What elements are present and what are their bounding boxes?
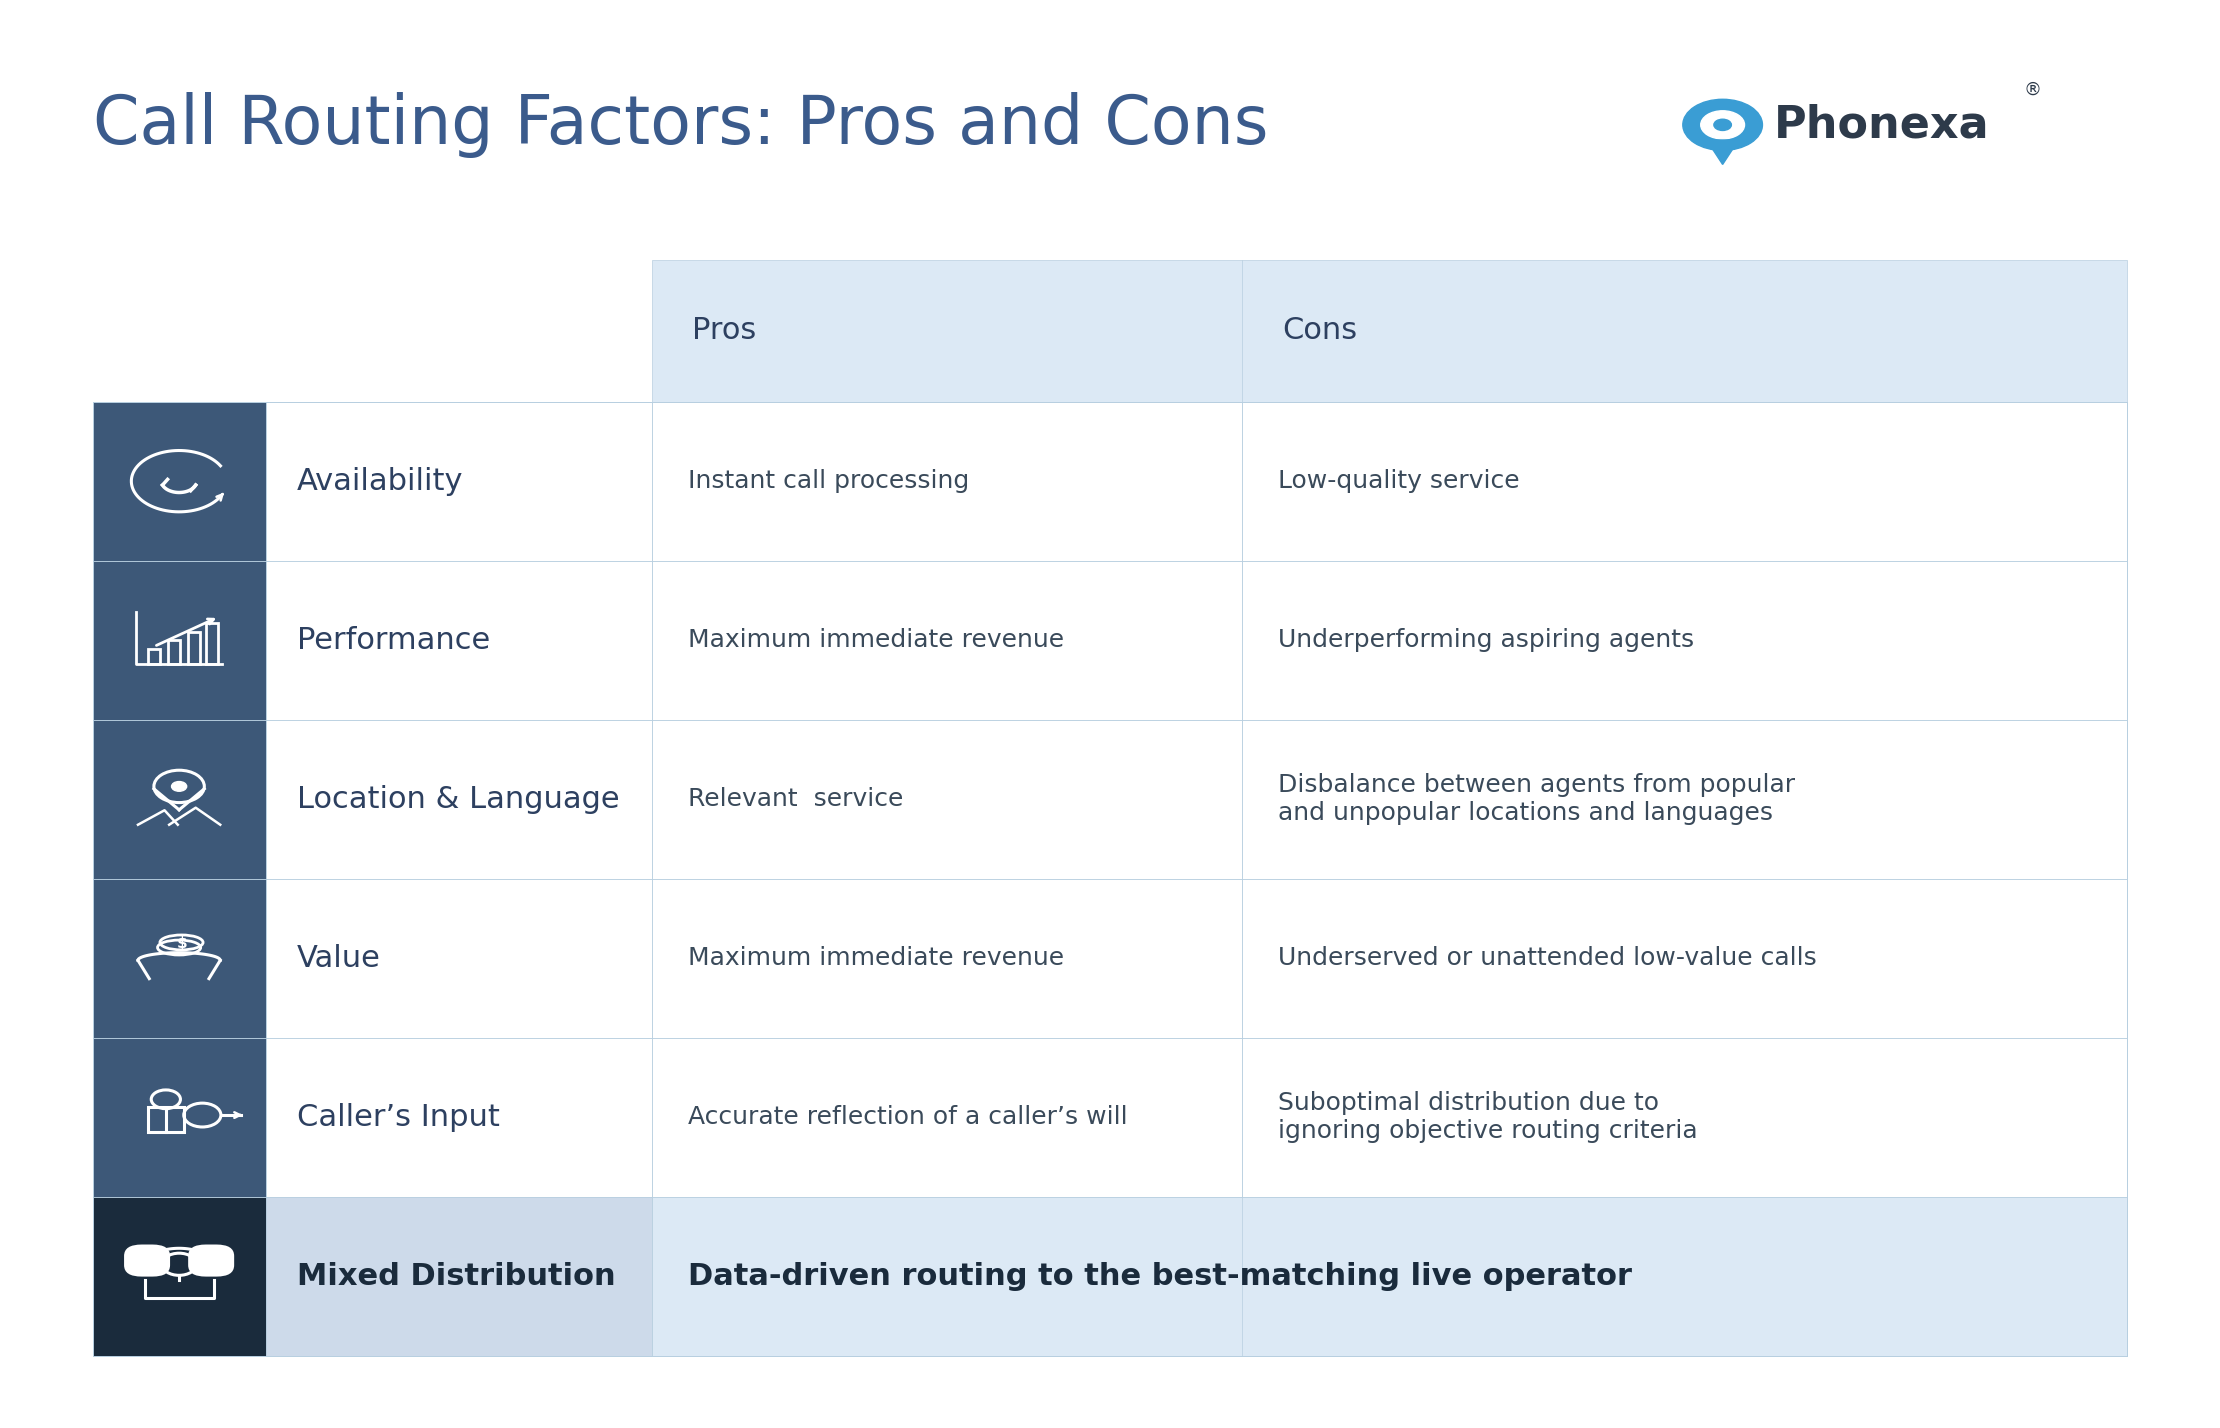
- Text: ®: ®: [2022, 80, 2042, 99]
- Circle shape: [1683, 100, 1763, 150]
- Text: Low-quality service: Low-quality service: [1279, 470, 1518, 493]
- Polygon shape: [1707, 140, 1738, 164]
- Text: Value: Value: [297, 944, 380, 972]
- FancyBboxPatch shape: [266, 1038, 653, 1197]
- FancyBboxPatch shape: [1243, 878, 2127, 1038]
- Text: Instant call processing: Instant call processing: [688, 470, 968, 493]
- FancyBboxPatch shape: [93, 720, 266, 878]
- Text: Disbalance between agents from popular
and unpopular locations and languages: Disbalance between agents from popular a…: [1279, 774, 1794, 825]
- FancyBboxPatch shape: [653, 260, 2127, 401]
- Text: $: $: [178, 935, 189, 951]
- Text: Mixed Distribution: Mixed Distribution: [297, 1262, 615, 1291]
- Text: Maximum immediate revenue: Maximum immediate revenue: [688, 628, 1063, 653]
- FancyBboxPatch shape: [93, 561, 266, 720]
- FancyBboxPatch shape: [93, 1038, 266, 1197]
- FancyBboxPatch shape: [93, 878, 266, 1038]
- FancyBboxPatch shape: [653, 561, 1243, 720]
- FancyBboxPatch shape: [266, 1197, 653, 1355]
- FancyBboxPatch shape: [653, 401, 1243, 561]
- FancyBboxPatch shape: [93, 401, 266, 561]
- Text: Location & Language: Location & Language: [297, 784, 619, 814]
- FancyBboxPatch shape: [266, 401, 653, 561]
- FancyBboxPatch shape: [124, 1245, 171, 1277]
- FancyBboxPatch shape: [93, 1197, 266, 1355]
- Text: Maximum immediate revenue: Maximum immediate revenue: [688, 947, 1063, 970]
- Text: Relevant  service: Relevant service: [688, 787, 904, 811]
- Text: Underserved or unattended low-value calls: Underserved or unattended low-value call…: [1279, 947, 1816, 970]
- FancyBboxPatch shape: [653, 1197, 2127, 1355]
- Text: Data-driven routing to the best-matching live operator: Data-driven routing to the best-matching…: [688, 1262, 1632, 1291]
- Text: Pros: Pros: [693, 316, 757, 346]
- FancyBboxPatch shape: [1243, 561, 2127, 720]
- FancyBboxPatch shape: [266, 561, 653, 720]
- FancyBboxPatch shape: [653, 720, 1243, 878]
- Text: Accurate reflection of a caller’s will: Accurate reflection of a caller’s will: [688, 1105, 1128, 1130]
- FancyBboxPatch shape: [1243, 720, 2127, 878]
- Circle shape: [171, 781, 186, 791]
- FancyBboxPatch shape: [653, 1038, 1243, 1197]
- Text: Phonexa: Phonexa: [1774, 103, 1989, 146]
- FancyBboxPatch shape: [653, 878, 1243, 1038]
- Text: Caller’s Input: Caller’s Input: [297, 1102, 500, 1131]
- FancyBboxPatch shape: [266, 720, 653, 878]
- Text: Suboptimal distribution due to
ignoring objective routing criteria: Suboptimal distribution due to ignoring …: [1279, 1091, 1698, 1142]
- FancyBboxPatch shape: [1243, 1038, 2127, 1197]
- Text: Availability: Availability: [297, 467, 464, 496]
- Circle shape: [1714, 119, 1732, 130]
- FancyBboxPatch shape: [266, 878, 653, 1038]
- FancyBboxPatch shape: [189, 1245, 233, 1277]
- Text: Cons: Cons: [1283, 316, 1356, 346]
- FancyBboxPatch shape: [1243, 401, 2127, 561]
- Text: Underperforming aspiring agents: Underperforming aspiring agents: [1279, 628, 1694, 653]
- Text: Call Routing Factors: Pros and Cons: Call Routing Factors: Pros and Cons: [93, 91, 1268, 159]
- Text: Performance: Performance: [297, 625, 491, 654]
- Circle shape: [1701, 111, 1745, 139]
